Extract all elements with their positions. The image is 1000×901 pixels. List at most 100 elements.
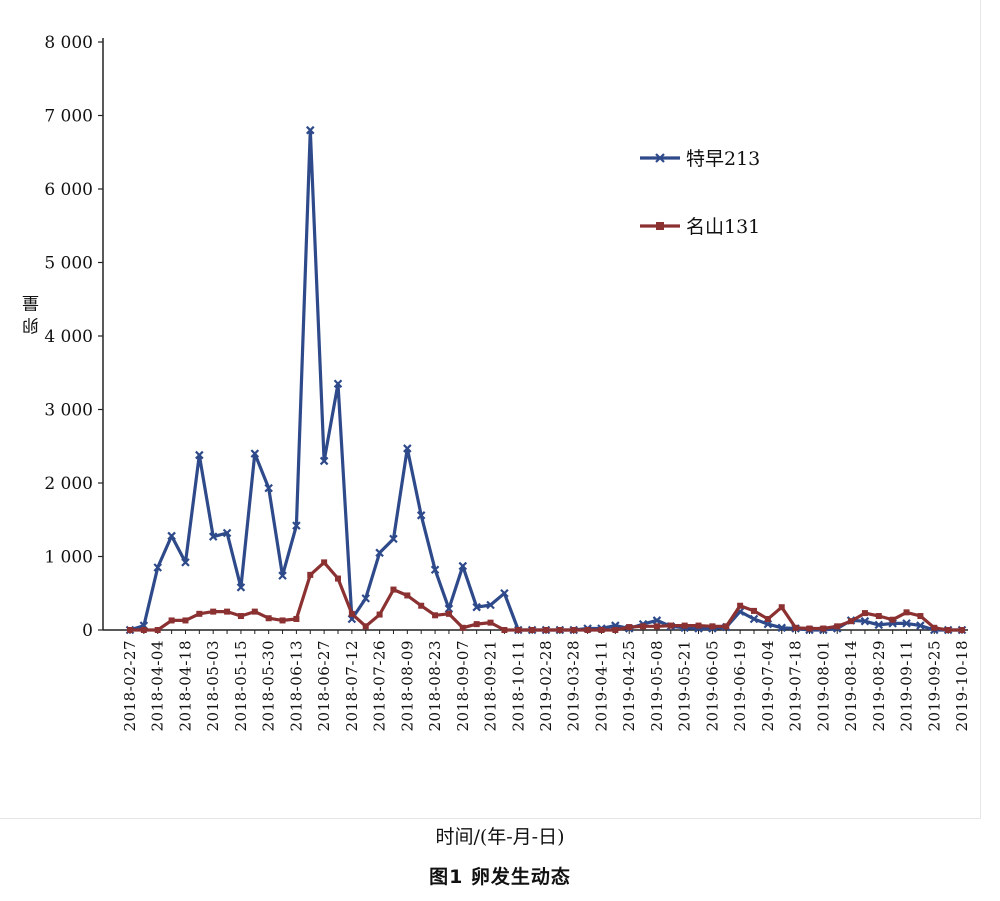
- data-point: [432, 612, 439, 619]
- data-point: [640, 623, 647, 630]
- x-tick-label: 2019-02-28: [537, 640, 555, 731]
- y-tick-label: 8 000: [44, 33, 93, 53]
- data-point: [389, 534, 398, 544]
- data-point: [403, 444, 412, 453]
- data-point: [208, 532, 218, 541]
- data-point: [445, 610, 452, 617]
- y-tick-label: 7 000: [44, 107, 93, 127]
- data-point: [404, 592, 411, 599]
- data-point: [945, 627, 952, 633]
- data-point: [250, 449, 260, 458]
- series-layer: [125, 125, 967, 635]
- data-point: [473, 621, 480, 628]
- data-point: [390, 586, 397, 593]
- data-point: [584, 627, 591, 633]
- data-point: [140, 627, 147, 633]
- data-point: [335, 575, 341, 582]
- x-tick-label: 2019-08-14: [842, 640, 860, 731]
- data-point: [834, 623, 841, 630]
- x-tick-label: 2019-06-19: [731, 640, 749, 731]
- x-tick-label: 2019-08-29: [870, 640, 888, 731]
- data-point: [418, 602, 425, 609]
- data-point: [931, 624, 938, 631]
- data-point: [778, 604, 785, 611]
- y-tick-label: 6 000: [44, 180, 93, 200]
- x-axis-ticks: 2018-02-27 2018-04-04 2018-04-18 2018-05-03…: [121, 630, 971, 731]
- data-point: [278, 571, 287, 580]
- x-tick-label: 2018-07-26: [371, 640, 389, 731]
- y-tick-label: 4 000: [44, 327, 93, 347]
- data-point: [181, 558, 190, 567]
- data-point: [182, 617, 189, 624]
- data-point: [777, 623, 787, 633]
- data-point: [556, 627, 563, 633]
- x-tick-label: 2019-04-11: [592, 640, 610, 731]
- legend-entry: 名山131: [686, 216, 760, 238]
- y-tick-label: 3 000: [44, 401, 93, 421]
- x-tick-label: 2018-05-03: [204, 640, 222, 731]
- data-point: [486, 600, 495, 610]
- data-point: [861, 610, 868, 617]
- data-point: [195, 450, 204, 460]
- y-axis-ticks: 0 1 000 2 000 3 000 4 000 5 000 6 000 7 000 8 00…: [44, 33, 103, 641]
- data-point: [820, 625, 827, 632]
- data-point: [917, 613, 924, 620]
- data-point: [321, 559, 328, 566]
- x-tick-label: 2018-02-27: [121, 640, 139, 731]
- x-tick-label: 2019-05-08: [648, 640, 666, 731]
- series-1: [125, 125, 967, 635]
- data-point: [167, 531, 176, 541]
- data-point: [348, 610, 355, 617]
- chart-axes: [102, 38, 968, 631]
- data-point: [236, 583, 246, 592]
- data-point: [333, 379, 343, 389]
- x-tick-label: 2019-09-11: [898, 640, 916, 731]
- data-point: [487, 619, 494, 626]
- x-axis-label: 时间/(年-月-日): [435, 826, 565, 848]
- data-point: [570, 627, 577, 633]
- data-point: [196, 610, 203, 617]
- data-point: [709, 623, 716, 630]
- data-point: [515, 627, 522, 633]
- data-point: [375, 548, 384, 558]
- data-point: [319, 456, 329, 466]
- data-point: [292, 521, 301, 530]
- data-point: [751, 607, 757, 614]
- y-tick-label: 1 000: [44, 548, 93, 568]
- data-point: [860, 616, 870, 626]
- x-tick-label: 2018-06-13: [287, 640, 305, 731]
- data-point: [681, 622, 688, 629]
- data-point: [362, 623, 369, 630]
- x-tick-label: 2019-07-18: [787, 640, 805, 731]
- data-point: [903, 609, 910, 616]
- data-point: [264, 483, 273, 493]
- data-point: [237, 613, 244, 620]
- legend-marker: [656, 222, 664, 230]
- data-point: [806, 625, 813, 632]
- data-point: [168, 617, 175, 624]
- data-point: [902, 619, 911, 628]
- data-point: [959, 627, 965, 633]
- data-point: [916, 621, 925, 630]
- x-tick-label: 2019-07-04: [759, 640, 777, 731]
- x-tick-label: 2018-09-21: [482, 640, 500, 731]
- y-tick-label: 0: [82, 621, 93, 641]
- line-chart: 0 1 000 2 000 3 000 4 000 5 000 6 000 7 000 8 00…: [44, 33, 971, 731]
- y-tick-label: 5 000: [44, 254, 93, 274]
- data-point: [889, 616, 896, 623]
- data-point: [361, 594, 371, 603]
- data-point: [749, 614, 759, 624]
- x-tick-label: 2018-04-18: [176, 640, 194, 731]
- data-point: [501, 627, 508, 633]
- data-point: [265, 615, 272, 622]
- x-tick-label: 2019-04-25: [620, 640, 638, 731]
- data-point: [472, 602, 481, 612]
- y-axis-label: 卵 量: [23, 295, 43, 335]
- data-point: [653, 623, 660, 630]
- data-point: [458, 561, 468, 571]
- data-point: [127, 627, 133, 633]
- series-line: [130, 560, 962, 632]
- data-point: [210, 608, 217, 615]
- plot-frame: [0, 0, 981, 819]
- data-point: [459, 624, 466, 631]
